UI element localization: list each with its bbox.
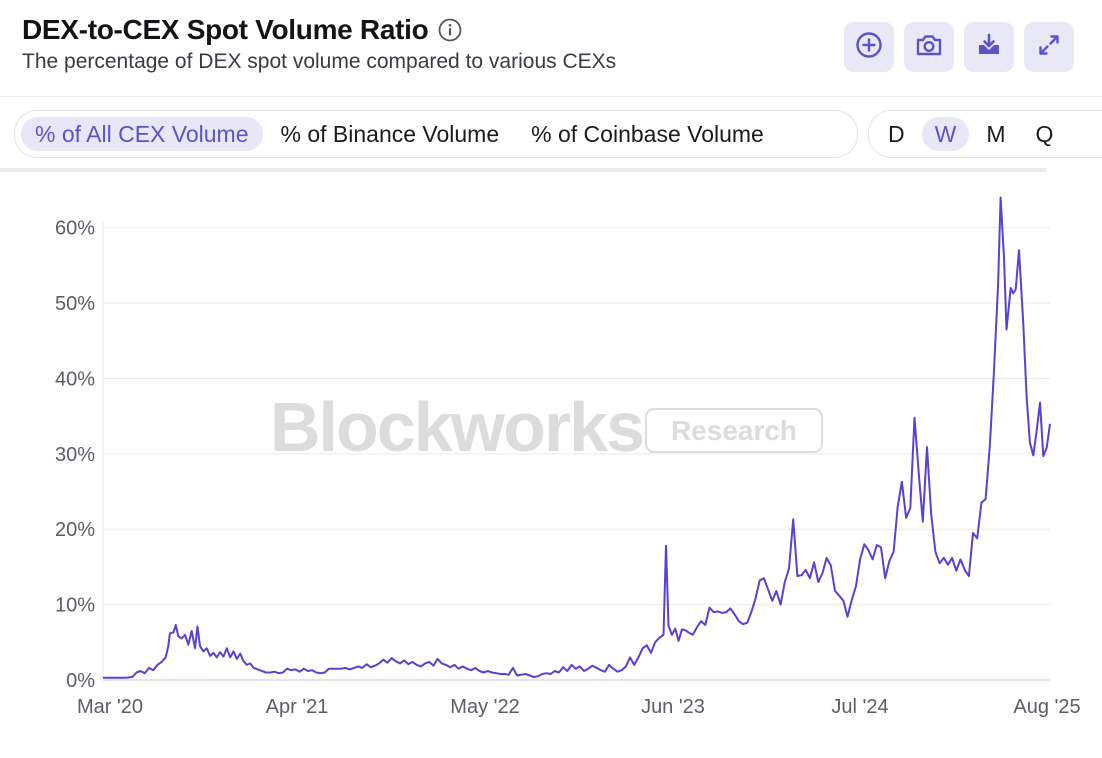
period-tabs: D W M Q: [868, 110, 1102, 158]
x-tick-label: Jul '24: [831, 696, 888, 718]
download-button[interactable]: [964, 22, 1014, 72]
tab-all-cex-volume[interactable]: % of All CEX Volume: [21, 117, 263, 151]
tab-coinbase-volume[interactable]: % of Coinbase Volume: [531, 120, 764, 147]
chart-subtitle: The percentage of DEX spot volume compar…: [22, 50, 617, 73]
expand-button[interactable]: [1024, 22, 1074, 72]
x-tick-label: Apr '21: [266, 696, 329, 718]
title-row: DEX-to-CEX Spot Volume Ratio: [22, 14, 616, 46]
y-axis: 0% 10% 20% 30% 40% 50% 60%: [55, 218, 95, 692]
period-monthly[interactable]: M: [986, 120, 1006, 147]
camera-icon: [914, 31, 944, 64]
x-axis: Mar '20 Apr '21 May '22 Jun '23 Jul '24 Aug '…: [77, 696, 1081, 718]
tabs-scrollbar[interactable]: [0, 168, 1046, 172]
y-tick-label: 50%: [55, 293, 95, 315]
x-tick-label: May '22: [450, 696, 519, 718]
chart-title: DEX-to-CEX Spot Volume Ratio: [22, 14, 429, 45]
download-icon: [974, 31, 1004, 64]
y-tick-label: 0%: [66, 670, 95, 692]
x-tick-label: Mar '20: [77, 696, 143, 718]
plus-circle-icon: [855, 31, 883, 64]
add-button[interactable]: [844, 22, 894, 72]
chart-toolbar: [844, 22, 1074, 72]
tab-binance-volume[interactable]: % of Binance Volume: [280, 120, 500, 147]
x-tick-label: Jun '23: [641, 696, 705, 718]
info-icon[interactable]: [438, 18, 462, 42]
y-tick-label: 20%: [55, 519, 95, 541]
series-line-all-cex: [103, 196, 1051, 679]
y-tick-label: 30%: [55, 444, 95, 466]
y-tick-label: 10%: [55, 595, 95, 617]
watermark-badge: [645, 408, 823, 453]
x-tick-label: Aug '25: [1013, 696, 1080, 718]
screenshot-button[interactable]: [904, 22, 954, 72]
watermark-brand: Blockworks: [270, 388, 643, 466]
y-tick-label: 40%: [55, 368, 95, 390]
header-divider: [0, 96, 1102, 97]
metric-tabs: % of All CEX Volume % of Binance Volume …: [14, 110, 858, 158]
chart-header: DEX-to-CEX Spot Volume Ratio The percent…: [22, 14, 616, 74]
period-daily[interactable]: D: [888, 120, 905, 147]
y-tick-label: 60%: [55, 218, 95, 240]
watermark: Blockworks Research: [270, 388, 823, 466]
watermark-tag: Research: [671, 415, 797, 446]
period-weekly[interactable]: W: [921, 117, 970, 151]
expand-icon: [1035, 31, 1063, 64]
grid-lines: [102, 222, 1050, 681]
period-quarterly[interactable]: Q: [1035, 120, 1054, 147]
